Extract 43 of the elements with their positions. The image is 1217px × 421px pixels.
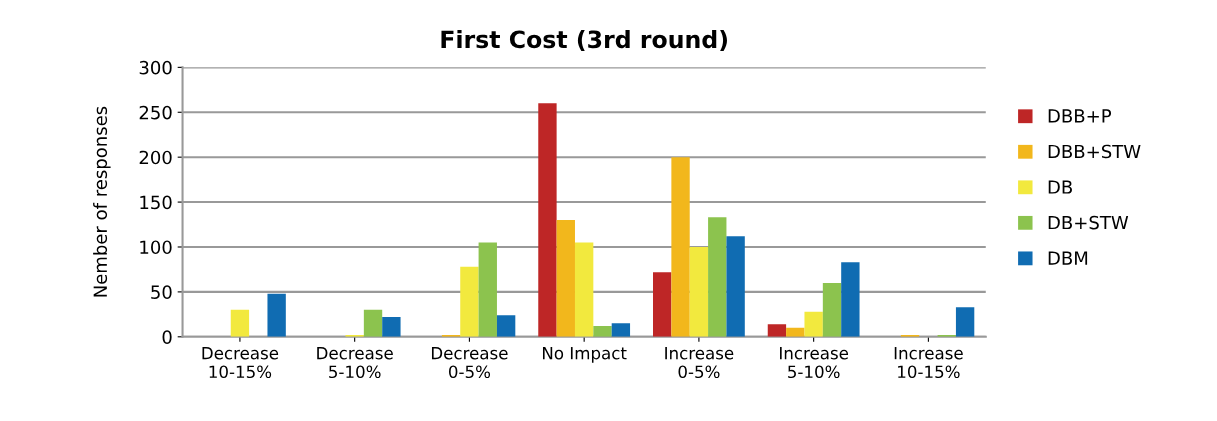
bar	[804, 311, 823, 337]
bar	[230, 309, 250, 337]
x-tick-label: Increase 5-10%	[780, 347, 849, 379]
legend-label: DBB+P	[1048, 109, 1112, 123]
legend-label: DBM	[1048, 251, 1088, 265]
bar	[382, 317, 401, 337]
bar	[671, 157, 690, 337]
bar	[611, 323, 631, 337]
bar	[708, 217, 727, 337]
x-tick-label: Increase 10-15%	[894, 347, 963, 379]
bar	[556, 220, 575, 337]
bar	[538, 103, 557, 337]
y-tick-label: 200	[139, 150, 172, 165]
x-tick-label: Decrease 0-5%	[431, 347, 508, 379]
bar	[841, 262, 860, 337]
x-tick-label: Decrease 10-15%	[202, 347, 279, 379]
bar	[363, 309, 383, 337]
bar	[767, 324, 787, 337]
x-tick-label: Decrease 5-10%	[317, 347, 393, 379]
bar	[267, 293, 286, 337]
y-tick-label: 0	[162, 330, 172, 344]
bar	[955, 307, 975, 337]
bar	[689, 246, 709, 337]
y-tick-label: 150	[140, 195, 172, 210]
legend-label: DB	[1048, 180, 1072, 194]
y-tick-label: 100	[140, 240, 172, 255]
x-tick-label: Increase 0-5%	[665, 347, 734, 379]
chart-title: First Cost (3rd round)	[441, 29, 727, 52]
bar	[593, 326, 612, 337]
legend-label: DB+STW	[1048, 215, 1129, 230]
bar	[653, 272, 672, 337]
bar	[478, 242, 497, 337]
y-tick-label: 50	[151, 285, 172, 300]
bar	[726, 236, 745, 337]
bar	[460, 266, 479, 337]
y-tick-label: 250	[139, 105, 172, 120]
bar	[822, 282, 842, 337]
x-tick-label: No Impact	[542, 347, 627, 363]
bar	[496, 315, 516, 337]
y-tick-label: 300	[139, 60, 172, 75]
bar	[574, 242, 594, 337]
legend-label: DBB+STW	[1048, 144, 1141, 159]
y-axis-title: Nember of responses	[93, 106, 111, 297]
